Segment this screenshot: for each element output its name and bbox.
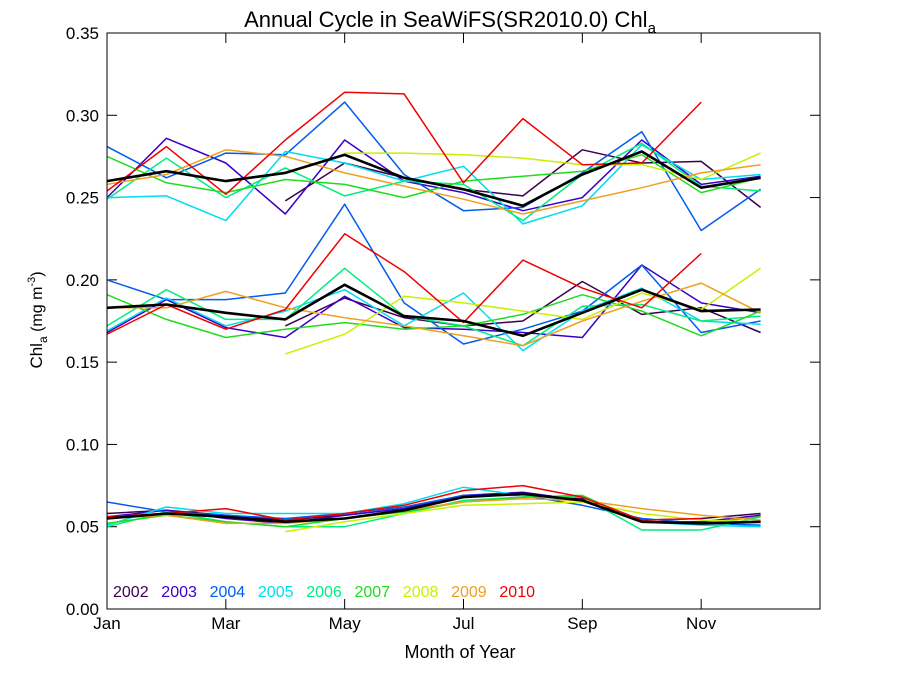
x-tick-label: Nov (686, 614, 717, 633)
y-axis-label: Chla (mg m-3) (26, 271, 50, 368)
series-2009-low-line (106, 497, 761, 525)
chart-title: Annual Cycle in SeaWiFS(SR2010.0) Chla (244, 7, 657, 37)
series-2003-high-line (106, 137, 761, 215)
series-2008-high-line (344, 152, 761, 181)
x-tick-label: Jul (453, 614, 475, 633)
series-2009-high-line (106, 149, 761, 215)
legend-item-2006: 2006 (306, 584, 342, 601)
series-2007-high-line (106, 154, 761, 199)
y-tick-label: 0.10 (66, 435, 99, 454)
y-axis-label-base: Chl (27, 343, 46, 369)
y-tick-label: 0.15 (66, 353, 99, 372)
legend: 2002 2003 2004 2005 2006 2007 2008 2009 2010 (113, 584, 535, 601)
x-tick-label: Sep (567, 614, 597, 633)
series-2009-mid-line (107, 282, 761, 347)
legend-item-2007: 2007 (355, 584, 391, 601)
y-tick-label: 0.00 (66, 600, 99, 619)
x-tick-label: Jan (93, 614, 120, 633)
series-layer (106, 91, 762, 533)
chart-title-subscript: a (648, 20, 657, 37)
y-axis-label-sup: -3 (26, 277, 38, 287)
series-mean-high-line (106, 150, 761, 208)
series-mean-mid-line (106, 283, 761, 338)
series-2002-high-line (284, 149, 762, 208)
series-2010-mid-line (106, 233, 702, 335)
series-mean-low-line (106, 492, 761, 525)
legend-item-2008: 2008 (403, 584, 439, 601)
axis-ticks: 0.00 0.05 0.10 0.15 0.20 0.25 0.30 0.35 Jan Mar Ma… (66, 24, 820, 633)
series-2006-mid-line (106, 267, 761, 347)
series-2008-mid-line (285, 267, 762, 355)
y-tick-label: 0.30 (66, 106, 99, 125)
y-axis-label-sub: a (36, 336, 50, 343)
y-axis-label-units: (mg m (29, 287, 46, 337)
y-tick-label: 0.20 (66, 271, 99, 290)
y-tick-label: 0.35 (66, 24, 99, 43)
y-tick-label: 0.25 (66, 189, 99, 208)
legend-item-2003: 2003 (161, 584, 197, 601)
series-2004-mid-line (106, 203, 761, 345)
y-axis-label-close: ) (29, 271, 46, 276)
x-tick-label: May (329, 614, 362, 633)
legend-item-2009: 2009 (451, 584, 487, 601)
series-2008-low-line (285, 501, 761, 533)
series-2007-mid-line (106, 293, 761, 339)
x-axis-label: Month of Year (404, 642, 515, 662)
chart-title-text: Annual Cycle in SeaWiFS(SR2010.0) Chl (244, 7, 648, 32)
x-tick-label: Mar (211, 614, 241, 633)
legend-item-2002: 2002 (113, 584, 149, 601)
y-tick-label: 0.05 (66, 518, 99, 537)
legend-item-2005: 2005 (258, 584, 294, 601)
legend-item-2004: 2004 (210, 584, 246, 601)
series-2010-low-line (106, 484, 702, 521)
plot-frame (106, 32, 821, 610)
series-2003-mid-line (106, 264, 761, 339)
legend-item-2010: 2010 (499, 584, 535, 601)
